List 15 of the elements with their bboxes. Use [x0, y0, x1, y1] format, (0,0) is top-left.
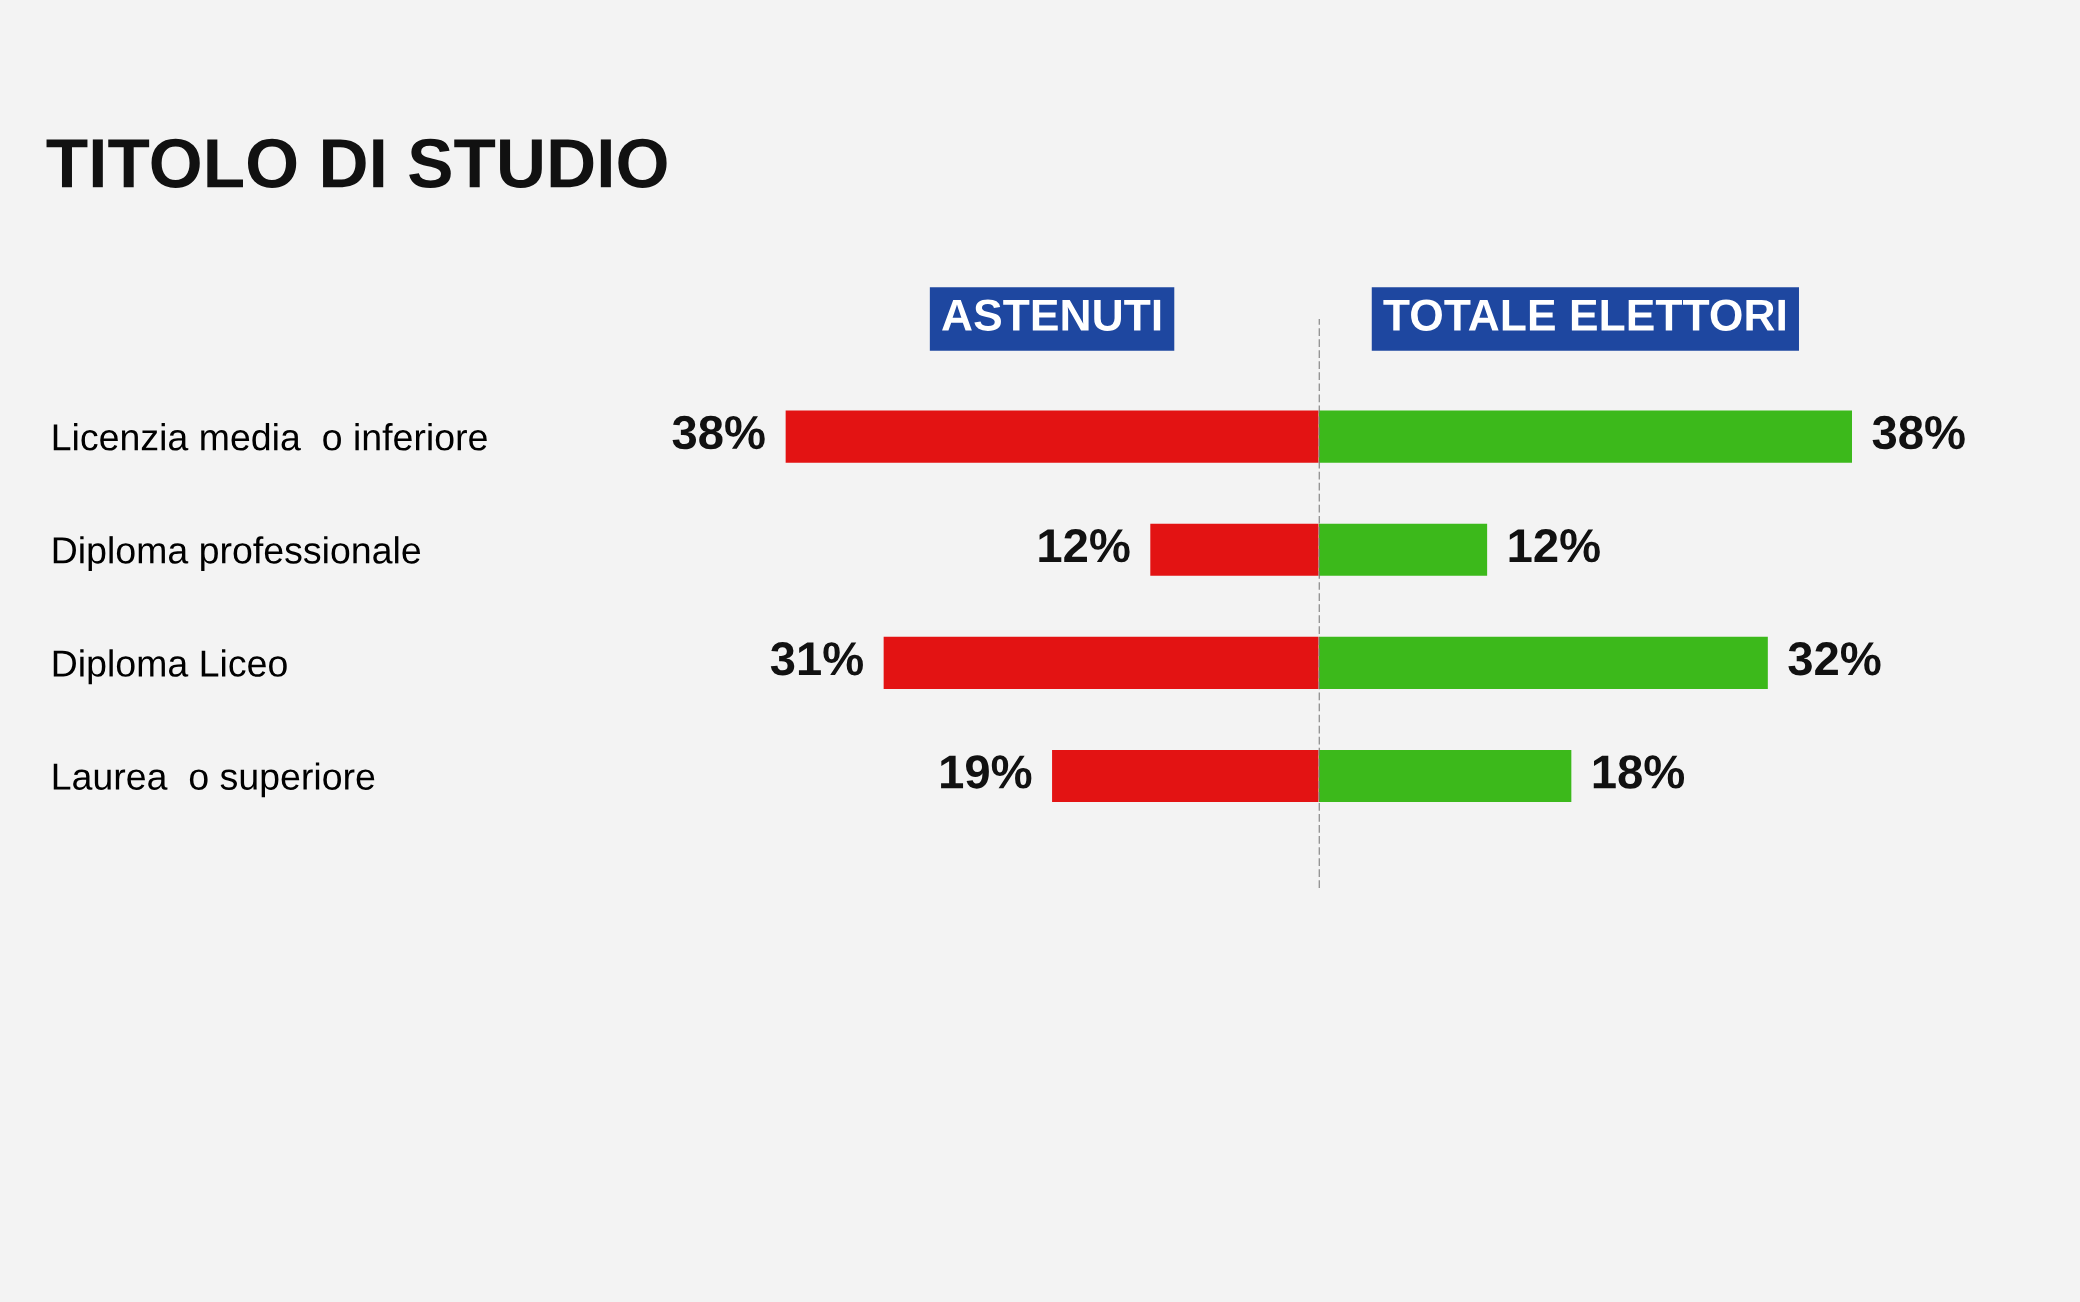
y-tick-label: Diploma professionale — [53, 536, 421, 572]
y-tick-label: Licenzia media o inferiore — [53, 423, 487, 451]
data-label: 38% — [1872, 415, 1965, 450]
data-label: 38% — [672, 415, 765, 450]
data-label: 19% — [941, 755, 1032, 789]
data-label: 32% — [1788, 642, 1881, 676]
y-tick-label: Diploma Liceo — [53, 649, 287, 685]
data-label: 31% — [770, 642, 863, 676]
y-tick-label: Laurea o superiore — [53, 762, 375, 798]
chart-title: TITOLO DI STUDIO — [46, 138, 667, 188]
chart-subtitle: ASTENUTI — [942, 299, 1161, 331]
data-label: 18% — [1593, 755, 1685, 789]
data-label: 12% — [1039, 528, 1130, 563]
chart-subtitle: TOTALE ELETTORI — [1383, 299, 1785, 331]
data-label: 12% — [1509, 528, 1600, 563]
